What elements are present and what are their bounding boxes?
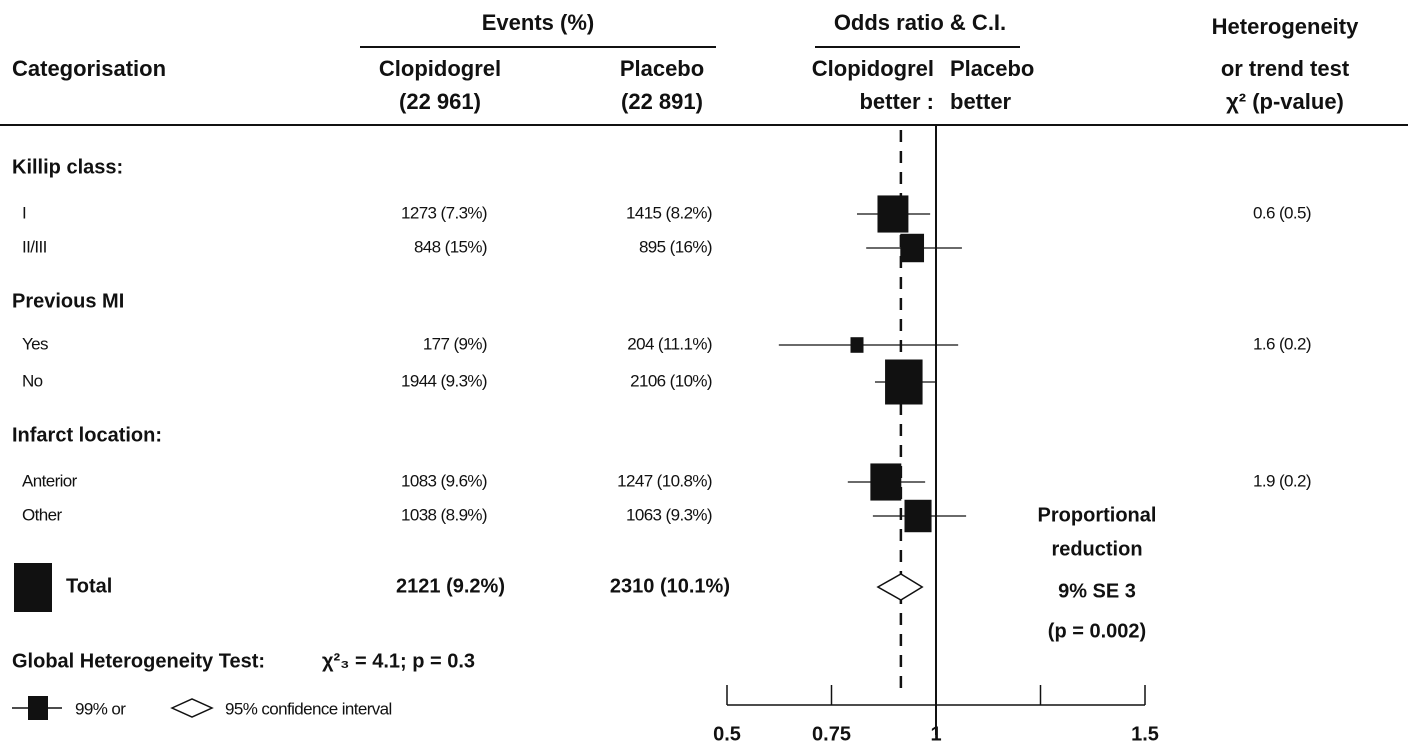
- or-box: [877, 195, 909, 233]
- label: 2121 (9.2%): [396, 575, 505, 597]
- label: Total: [66, 575, 112, 597]
- label: Previous MI: [12, 290, 124, 312]
- x-tick-label: 0.5: [713, 723, 741, 745]
- label: χ² (p-value): [1226, 89, 1344, 114]
- x-tick-label: 1.5: [1131, 723, 1159, 745]
- label: 1944 (9.3%): [401, 371, 487, 390]
- label: 1083 (9.6%): [401, 471, 487, 490]
- label: Infarct location:: [12, 424, 162, 446]
- or-box: [850, 337, 864, 353]
- label: Other: [22, 505, 62, 524]
- label: Heterogeneity: [1212, 14, 1359, 39]
- label: (p = 0.002): [1048, 620, 1146, 642]
- x-tick-label: 0.75: [812, 723, 851, 745]
- label: 1063 (9.3%): [626, 505, 712, 524]
- label: Clopidogrel: [379, 56, 501, 81]
- label: No: [22, 371, 43, 390]
- legend-box: [28, 696, 48, 720]
- label: or trend test: [1221, 56, 1350, 81]
- label: 895 (16%): [639, 237, 712, 256]
- label: Proportional: [1038, 504, 1157, 526]
- label: χ²₃ = 4.1; p = 0.3: [322, 650, 475, 672]
- label: Clopidogrel: [812, 56, 934, 81]
- label: Yes: [22, 334, 48, 353]
- label: 204 (11.1%): [627, 334, 712, 353]
- label: Global Heterogeneity Test:: [12, 650, 265, 672]
- label: Categorisation: [12, 56, 166, 81]
- label: 2106 (10%): [630, 371, 712, 390]
- label: 9% SE 3: [1058, 580, 1136, 602]
- or-box: [904, 499, 932, 533]
- or-box: [900, 233, 925, 263]
- label: 848 (15%): [414, 237, 487, 256]
- label: Anterior: [22, 471, 78, 490]
- label: 95% confidence interval: [225, 699, 392, 718]
- label: Placebo: [620, 56, 704, 81]
- or-box: [870, 463, 902, 501]
- label: 1.9 (0.2): [1253, 471, 1311, 490]
- label: 1247 (10.8%): [617, 471, 712, 490]
- label: 2310 (10.1%): [610, 575, 730, 597]
- label: 0.6 (0.5): [1253, 203, 1311, 222]
- total-marker: [14, 563, 52, 612]
- or-box: [885, 359, 923, 405]
- label: 99% or: [75, 699, 126, 718]
- total-diamond: [876, 573, 924, 601]
- label: (22 891): [621, 89, 703, 114]
- legend-diamond: [170, 698, 214, 718]
- label: 177 (9%): [423, 334, 487, 353]
- label: Events (%): [482, 10, 594, 35]
- label: 1.6 (0.2): [1253, 334, 1311, 353]
- label: 1415 (8.2%): [626, 203, 712, 222]
- label: II/III: [22, 237, 47, 256]
- label: 1273 (7.3%): [401, 203, 487, 222]
- label: reduction: [1051, 538, 1142, 560]
- label: Odds ratio & C.I.: [834, 10, 1006, 35]
- label: better :: [859, 89, 934, 114]
- label: 1038 (8.9%): [401, 505, 487, 524]
- label: Killip class:: [12, 156, 123, 178]
- label: Placebo: [950, 56, 1034, 81]
- label: (22 961): [399, 89, 481, 114]
- label: I: [22, 203, 26, 222]
- label: better: [950, 89, 1012, 114]
